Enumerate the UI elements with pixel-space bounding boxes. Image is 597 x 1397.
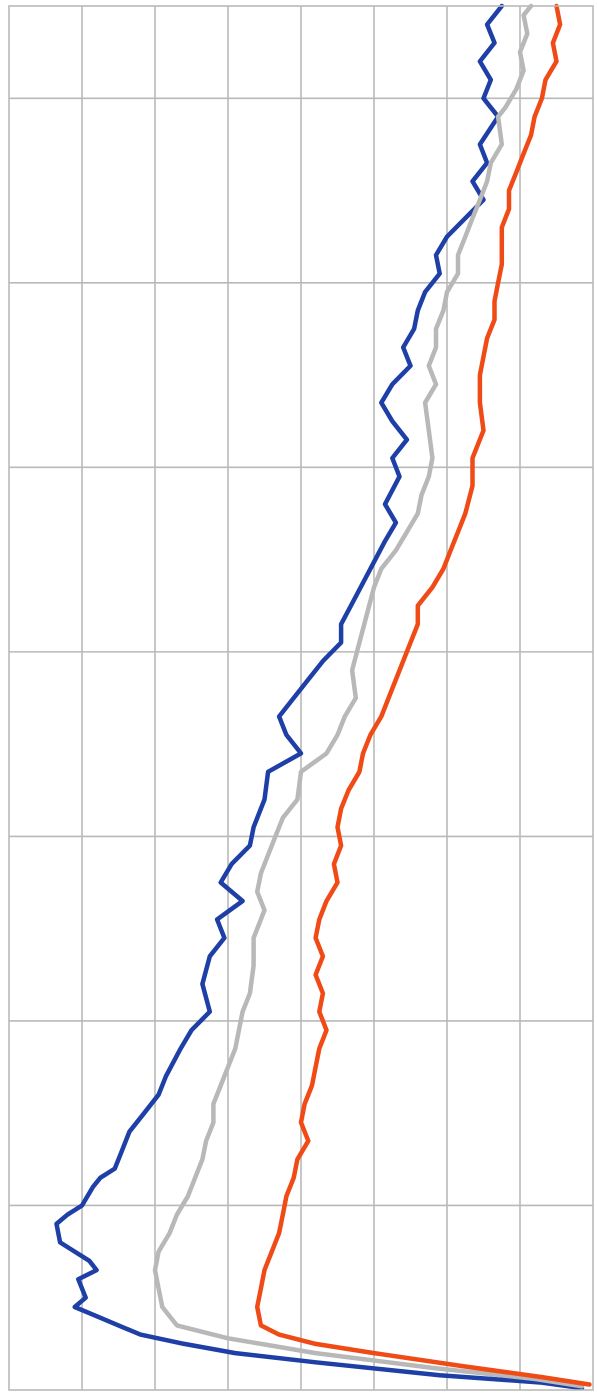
- series-layer: [54, 3, 592, 1391]
- series-line-3: [254, 3, 592, 1387]
- plot-frame: [8, 5, 594, 1391]
- series-line-2: [152, 3, 585, 1389]
- series-line-1: [54, 3, 585, 1391]
